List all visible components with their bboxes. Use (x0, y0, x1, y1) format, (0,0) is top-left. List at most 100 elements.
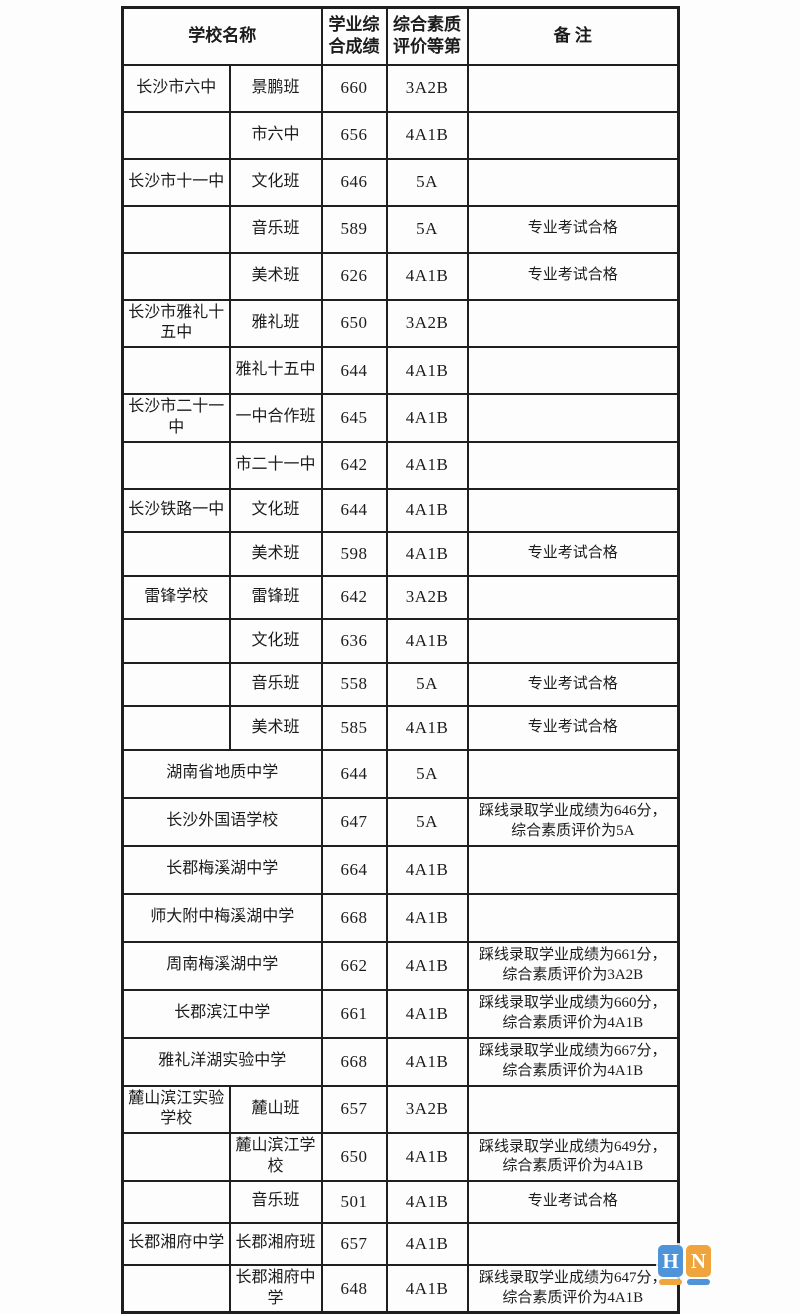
school-name-cell: 长沙外国语学校 (121, 796, 323, 847)
remark-cell: 专业考试合格 (466, 251, 680, 301)
school-name-cell (121, 440, 231, 490)
remark-cell: 专业考试合格 (466, 531, 680, 577)
remark-cell (466, 298, 680, 349)
remark-cell: 踩线录取学业成绩为649分，综合素质评价为4A1B (466, 1132, 680, 1182)
table-row: 音乐班 589 5A 专业考试合格 (121, 204, 680, 254)
class-name-cell: 美术班 (228, 531, 323, 577)
quality-grade-cell: 4A1B (385, 110, 469, 160)
school-name-cell: 长郡梅溪湖中学 (121, 844, 323, 895)
class-name-cell: 长郡湘府中学 (228, 1263, 323, 1314)
remark-cell (466, 346, 680, 396)
academic-score-cell: 501 (320, 1179, 388, 1224)
class-name-cell: 市六中 (228, 110, 323, 160)
remark-cell: 踩线录取学业成绩为667分，综合素质评价为4A1B (466, 1036, 680, 1087)
admission-score-table-wrap: 学校名称 学业综合成绩 综合素质评价等第 备 注 长沙市六中 景鹏班 660 3A2B… (121, 6, 680, 1314)
school-name-cell (121, 661, 231, 708)
academic-score-cell: 644 (320, 487, 388, 534)
remark-cell (466, 748, 680, 799)
class-name-cell: 麓山班 (228, 1084, 323, 1135)
hn-logo-n-column: N (686, 1245, 711, 1285)
table-row: 湖南省地质中学 644 5A (121, 748, 680, 799)
remark-cell (466, 574, 680, 621)
school-name-cell (121, 1263, 231, 1314)
class-name-cell: 长郡湘府班 (228, 1221, 323, 1266)
remark-cell (466, 1084, 680, 1135)
class-name-cell: 景鹏班 (228, 63, 323, 113)
quality-grade-cell: 4A1B (385, 988, 469, 1039)
class-name-cell: 市二十一中 (228, 440, 323, 490)
class-name-cell: 文化班 (228, 157, 323, 207)
quality-grade-cell: 4A1B (385, 1132, 469, 1182)
academic-score-cell: 656 (320, 110, 388, 160)
school-name-cell: 雅礼洋湖实验中学 (121, 1036, 323, 1087)
remark-cell: 专业考试合格 (466, 204, 680, 254)
academic-score-cell: 664 (320, 844, 388, 895)
academic-score-cell: 558 (320, 661, 388, 708)
header-row: 学校名称 学业综合成绩 综合素质评价等第 备 注 (121, 6, 680, 66)
school-name-cell: 长沙市六中 (121, 63, 231, 113)
quality-grade-cell: 4A1B (385, 251, 469, 301)
hn-logo-n-underline (687, 1279, 710, 1285)
table-row: 长沙市雅礼十五中 雅礼班 650 3A2B (121, 298, 680, 349)
remark-cell: 踩线录取学业成绩为646分，综合素质评价为5A (466, 796, 680, 847)
school-name-cell (121, 346, 231, 396)
table-row: 市二十一中 642 4A1B (121, 440, 680, 490)
table-row: 长沙铁路一中 文化班 644 4A1B (121, 487, 680, 534)
admission-score-table: 学校名称 学业综合成绩 综合素质评价等第 备 注 长沙市六中 景鹏班 660 3A2B… (121, 6, 680, 1314)
academic-score-cell: 645 (320, 393, 388, 443)
class-name-cell: 一中合作班 (228, 393, 323, 443)
academic-score-cell: 644 (320, 346, 388, 396)
hn-logo-h-underline (659, 1279, 682, 1285)
table-row: 市六中 656 4A1B (121, 110, 680, 160)
academic-score-cell: 598 (320, 531, 388, 577)
table-row: 音乐班 558 5A 专业考试合格 (121, 661, 680, 708)
table-row: 长沙市六中 景鹏班 660 3A2B (121, 63, 680, 113)
hn-logo-h-column: H (658, 1245, 683, 1285)
school-name-cell (121, 251, 231, 301)
table-row: 长郡滨江中学 661 4A1B 踩线录取学业成绩为660分，综合素质评价为4A1B (121, 988, 680, 1039)
hn-logo-h-letter: H (662, 1248, 679, 1273)
table-row: 麓山滨江学校 650 4A1B 踩线录取学业成绩为649分，综合素质评价为4A1B (121, 1132, 680, 1182)
quality-grade-cell: 3A2B (385, 1084, 469, 1135)
quality-grade-cell: 4A1B (385, 940, 469, 991)
quality-grade-cell: 4A1B (385, 346, 469, 396)
school-name-cell (121, 1179, 231, 1224)
hn-watermark-logo: H N (658, 1245, 711, 1285)
class-name-cell: 雅礼十五中 (228, 346, 323, 396)
remark-cell (466, 892, 680, 943)
quality-grade-cell: 4A1B (385, 1221, 469, 1266)
school-name-cell: 长沙铁路一中 (121, 487, 231, 534)
table-row: 长沙市二十一中 一中合作班 645 4A1B (121, 393, 680, 443)
academic-score-cell: 650 (320, 1132, 388, 1182)
quality-grade-cell: 5A (385, 157, 469, 207)
class-name-cell: 雅礼班 (228, 298, 323, 349)
academic-score-cell: 626 (320, 251, 388, 301)
school-name-cell (121, 204, 231, 254)
quality-grade-cell: 4A1B (385, 705, 469, 751)
table-row: 麓山滨江实验学校 麓山班 657 3A2B (121, 1084, 680, 1135)
table-row: 师大附中梅溪湖中学 668 4A1B (121, 892, 680, 943)
class-name-cell: 音乐班 (228, 661, 323, 708)
class-name-cell: 音乐班 (228, 204, 323, 254)
academic-score-cell: 642 (320, 440, 388, 490)
table-row: 雅礼十五中 644 4A1B (121, 346, 680, 396)
quality-grade-cell: 5A (385, 661, 469, 708)
table-row: 长郡梅溪湖中学 664 4A1B (121, 844, 680, 895)
remark-cell (466, 157, 680, 207)
class-name-cell: 雷锋班 (228, 574, 323, 621)
table-row: 雅礼洋湖实验中学 668 4A1B 踩线录取学业成绩为667分，综合素质评价为4A1B (121, 1036, 680, 1087)
class-name-cell: 美术班 (228, 251, 323, 301)
table-row: 雷锋学校 雷锋班 642 3A2B (121, 574, 680, 621)
table-row: 长沙市十一中 文化班 646 5A (121, 157, 680, 207)
academic-score-cell: 657 (320, 1221, 388, 1266)
quality-grade-cell: 5A (385, 204, 469, 254)
remark-cell (466, 844, 680, 895)
school-name-cell (121, 618, 231, 664)
table-row: 文化班 636 4A1B (121, 618, 680, 664)
school-name-cell (121, 1132, 231, 1182)
remark-cell (466, 63, 680, 113)
school-name-cell: 长沙市十一中 (121, 157, 231, 207)
header-school-name: 学校名称 (121, 6, 323, 66)
remark-cell: 专业考试合格 (466, 705, 680, 751)
quality-grade-cell: 4A1B (385, 1179, 469, 1224)
